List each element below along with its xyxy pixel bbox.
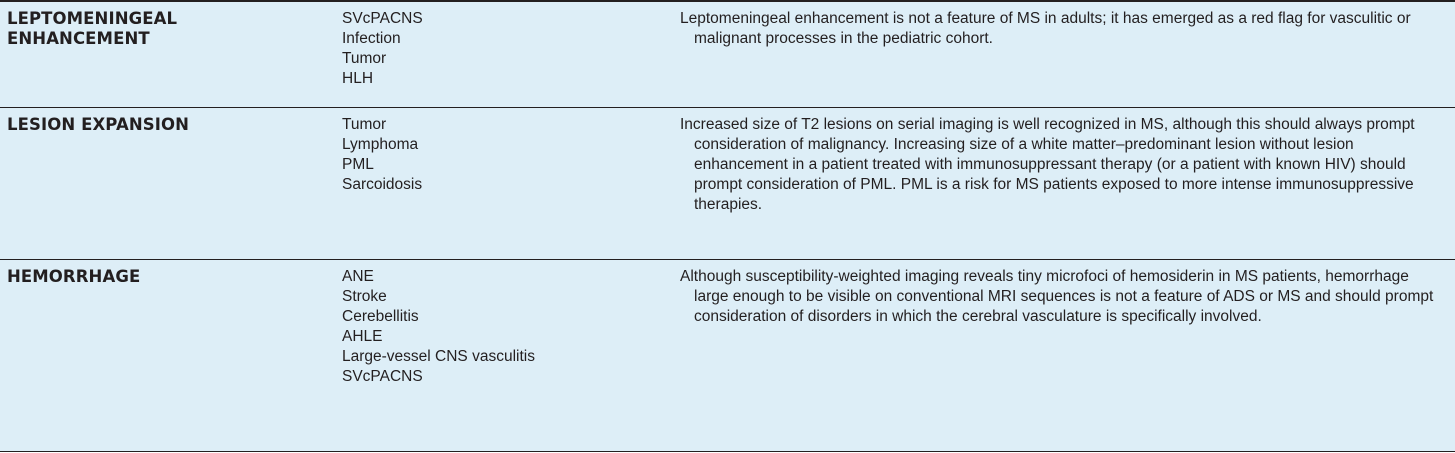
diagnosis-item: Large-vessel CNS vasculitis (342, 348, 535, 365)
diagnosis-item: Infection (342, 30, 401, 47)
diagnosis-item: SVcPACNS (342, 368, 423, 385)
diagnosis-item: Stroke (342, 288, 387, 305)
table-top-rule (0, 0, 1455, 2)
table-row: LESION EXPANSION Tumor Lymphoma PML Sarc… (0, 108, 1455, 260)
diagnosis-item: PML (342, 156, 374, 173)
diagnosis-item: Lymphoma (342, 136, 419, 153)
diagnosis-item: AHLE (342, 328, 383, 345)
feature-label: LESION EXPANSION (7, 115, 189, 134)
differential-diagnosis-list: ANE Stroke Cerebellitis AHLE Large-vesse… (342, 267, 642, 387)
diagnosis-item: Cerebellitis (342, 308, 419, 325)
table-row: HEMORRHAGE ANE Stroke Cerebellitis AHLE … (0, 260, 1455, 452)
feature-label: LEPTOMENINGEAL ENHANCEMENT (7, 9, 178, 48)
comment-text: Leptomeningeal enhancement is not a feat… (680, 10, 1411, 47)
diagnosis-item: HLH (342, 70, 374, 87)
diagnosis-item: Tumor (342, 50, 387, 67)
feature-label: HEMORRHAGE (7, 267, 141, 286)
comment-text: Increased size of T2 lesions on serial i… (680, 116, 1415, 213)
diagnosis-item: Sarcoidosis (342, 176, 423, 193)
diagnosis-item: SVcPACNS (342, 10, 423, 27)
table-row: LEPTOMENINGEAL ENHANCEMENT SVcPACNS Infe… (0, 2, 1455, 108)
diagnosis-item: ANE (342, 268, 374, 285)
diagnosis-item: Tumor (342, 116, 387, 133)
differential-diagnosis-list: Tumor Lymphoma PML Sarcoidosis (342, 115, 642, 195)
differential-diagnosis-list: SVcPACNS Infection Tumor HLH (342, 9, 642, 89)
comment-text: Although susceptibility-weighted imaging… (680, 268, 1434, 325)
